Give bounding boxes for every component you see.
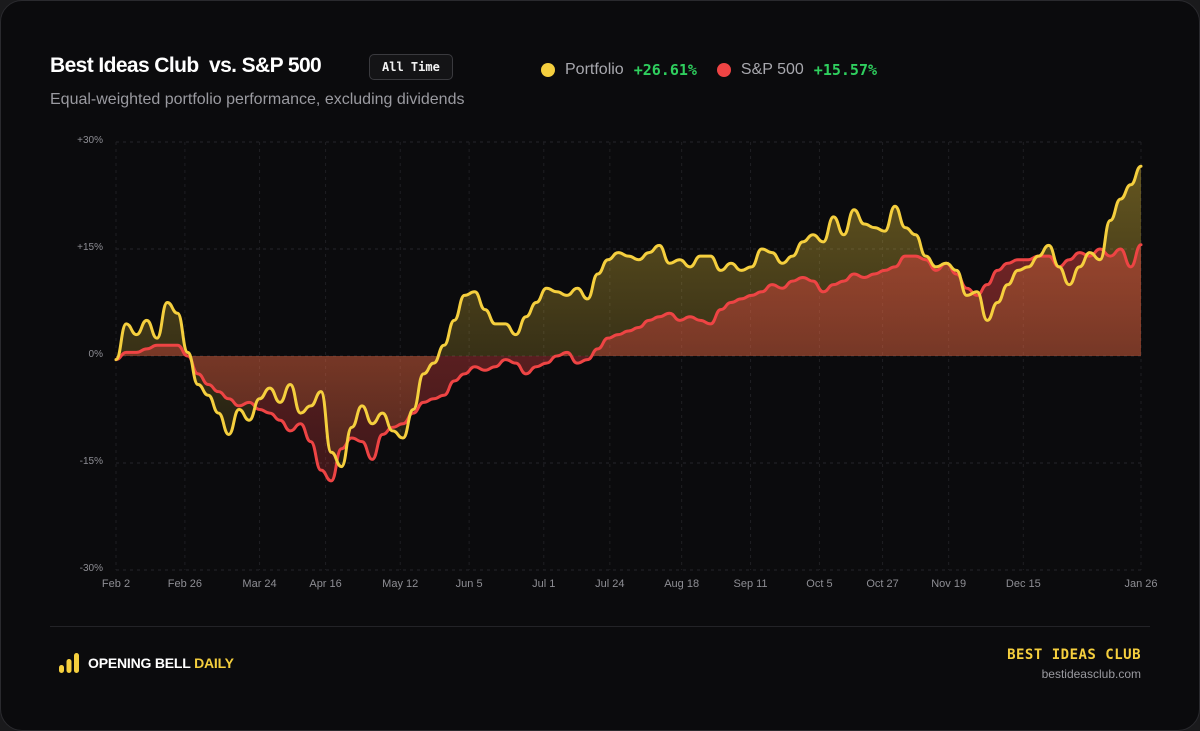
x-tick-label: Apr 16 bbox=[309, 578, 342, 590]
x-tick-label: Nov 19 bbox=[931, 578, 967, 590]
x-tick-label: Jun 5 bbox=[455, 578, 483, 590]
x-tick-label: Aug 18 bbox=[664, 578, 700, 590]
legend-value-portfolio: +26.61% bbox=[633, 61, 697, 79]
y-tick-label: -15% bbox=[79, 456, 103, 467]
brand-name: OPENING BELL DAILY bbox=[88, 655, 234, 671]
y-tick-label: +15% bbox=[77, 242, 103, 253]
sp500-legend-dot-icon bbox=[716, 63, 731, 77]
opening-bell-logo[interactable]: OPENING BELL DAILY bbox=[58, 653, 234, 673]
x-tick-label: Mar 24 bbox=[242, 578, 277, 590]
page-title: Best Ideas Club vs. S&P 500 bbox=[50, 54, 322, 77]
x-tick-label: May 12 bbox=[382, 578, 419, 590]
legend-value-sp500: +15.57% bbox=[813, 61, 878, 79]
chart-subtitle: Equal-weighted portfolio performance, ex… bbox=[50, 91, 465, 108]
portfolio-legend-dot-icon bbox=[541, 63, 555, 77]
footer-divider bbox=[50, 626, 1150, 627]
x-tick-label: Jul 1 bbox=[532, 578, 556, 590]
x-tick-label: Feb 26 bbox=[167, 578, 203, 590]
period-badge[interactable]: All Time bbox=[369, 54, 453, 80]
x-tick-label: Feb 2 bbox=[101, 578, 131, 590]
legend-label-portfolio: Portfolio bbox=[565, 61, 624, 78]
x-tick-label: Dec 15 bbox=[1005, 578, 1041, 590]
series-layer bbox=[114, 164, 1143, 483]
x-tick-label: Jul 24 bbox=[595, 578, 625, 590]
club-url[interactable]: bestideasclub.com bbox=[1041, 667, 1141, 681]
portfolio-line bbox=[114, 164, 1143, 469]
y-tick-label: 0% bbox=[88, 349, 103, 360]
y-tick-label: -30% bbox=[79, 563, 103, 574]
chart-legend: Portfolio +26.61% S&P 500 +15.57% bbox=[541, 61, 897, 79]
x-tick-label: Oct 27 bbox=[866, 578, 899, 590]
club-name: BEST IDEAS CLUB bbox=[1007, 647, 1141, 663]
x-tick-label: Sep 11 bbox=[733, 578, 768, 590]
club-branding: BEST IDEAS CLUB bestideasclub.com bbox=[1007, 647, 1141, 681]
legend-label-sp500: S&P 500 bbox=[740, 61, 804, 78]
sp500-line bbox=[114, 243, 1143, 483]
x-tick-label: Jan 26 bbox=[1124, 578, 1158, 590]
y-tick-label: +30% bbox=[77, 135, 103, 146]
x-tick-label: Oct 5 bbox=[806, 578, 833, 590]
bar-chart-logo-icon bbox=[59, 653, 79, 673]
